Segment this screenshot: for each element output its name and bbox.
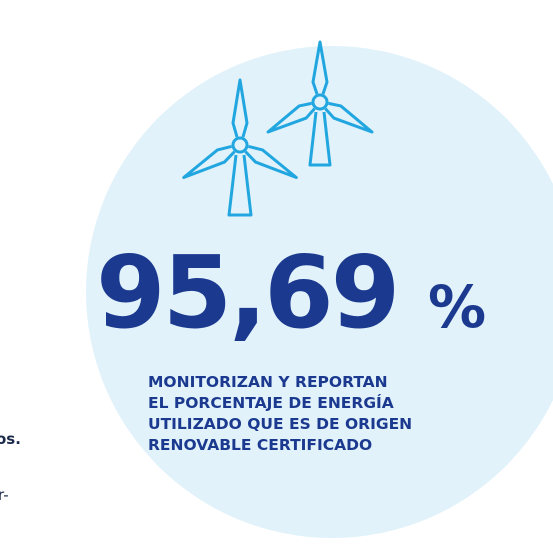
description-line: RENOVABLE CERTIFICADO bbox=[148, 436, 372, 454]
stat-unit: % bbox=[428, 273, 486, 341]
wind-turbine bbox=[266, 40, 374, 167]
description-line: EL PORCENTAJE DE ENERGÍA bbox=[148, 393, 394, 412]
wind-turbine bbox=[182, 78, 298, 217]
description-line: UTILIZADO QUE ES DE ORIGEN bbox=[148, 415, 412, 433]
description-line: MONITORIZAN Y REPORTAN bbox=[148, 373, 388, 391]
stat-value: 95,69 bbox=[96, 234, 397, 351]
text-fragment: os. bbox=[0, 430, 21, 448]
text-fragment: r- bbox=[0, 486, 9, 504]
